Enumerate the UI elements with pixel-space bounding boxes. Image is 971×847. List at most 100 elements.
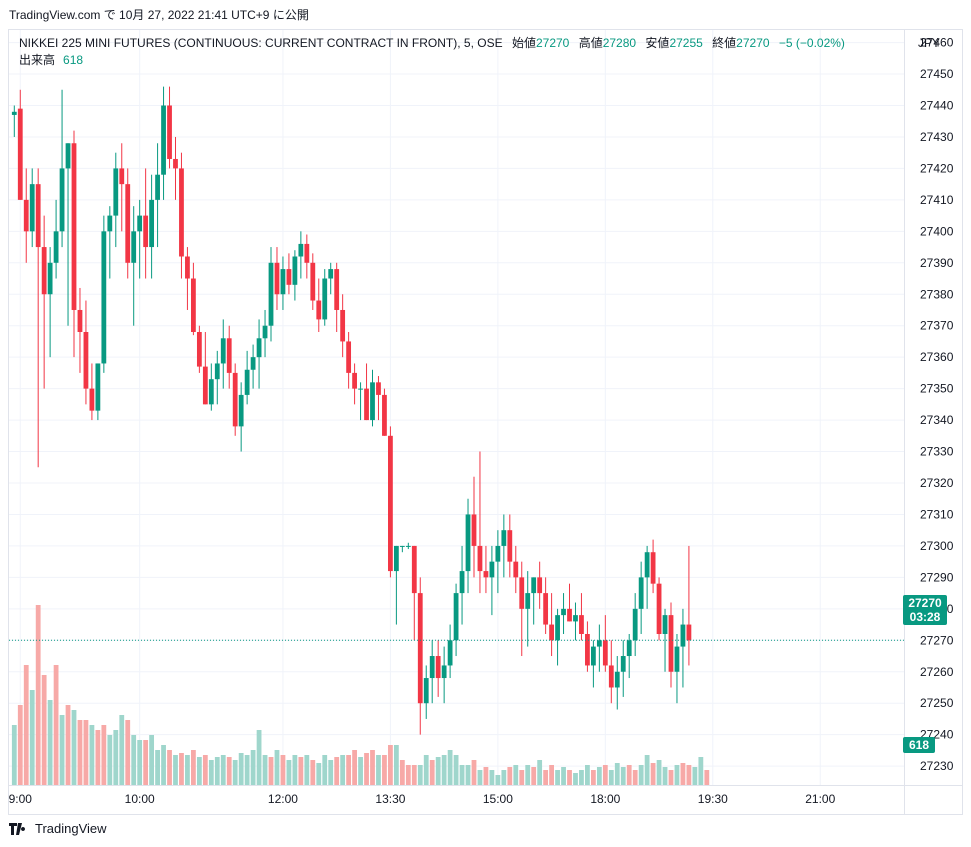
volume-bar bbox=[316, 763, 322, 785]
candle-body bbox=[417, 593, 423, 704]
candle-body bbox=[501, 530, 507, 546]
volume-bar bbox=[53, 665, 59, 785]
candle-body bbox=[620, 656, 626, 672]
candle-body bbox=[244, 369, 250, 395]
volume-bar bbox=[686, 765, 692, 785]
volume-bar bbox=[668, 770, 674, 785]
last-price-value: 27270 bbox=[908, 596, 942, 610]
volume-bar bbox=[59, 715, 65, 785]
volume-bar bbox=[29, 690, 35, 785]
volume-bar bbox=[632, 770, 638, 785]
volume-bar bbox=[388, 745, 393, 785]
volume-bar bbox=[495, 775, 501, 785]
candle-body bbox=[298, 243, 304, 257]
volume-bar bbox=[71, 710, 77, 785]
candle-body bbox=[441, 665, 447, 679]
volume-bar bbox=[704, 770, 710, 785]
candle-body bbox=[459, 571, 465, 594]
x-tick-label: 19:30 bbox=[698, 792, 728, 806]
volume-bar bbox=[585, 765, 590, 785]
chart-legend: NIKKEI 225 MINI FUTURES (CONTINUOUS: CUR… bbox=[19, 35, 845, 51]
candle-body bbox=[561, 608, 566, 616]
volume-bar bbox=[638, 765, 644, 785]
y-tick-label: 27340 bbox=[920, 413, 954, 427]
candle-body bbox=[364, 388, 369, 421]
volume-value: 618 bbox=[63, 53, 84, 67]
candle-body bbox=[208, 379, 214, 405]
candle-body bbox=[101, 231, 107, 364]
grid bbox=[9, 30, 962, 814]
volume-bar bbox=[405, 765, 411, 785]
y-tick-label: 27260 bbox=[920, 665, 954, 679]
volume-bar bbox=[447, 750, 453, 785]
candle-body bbox=[507, 530, 513, 562]
volume-bar bbox=[107, 735, 113, 785]
price-chart[interactable]: 27460 27450 27440 27430 27420 27410 27400 27390… bbox=[9, 30, 963, 815]
candle-body bbox=[274, 262, 280, 295]
candle-body bbox=[465, 514, 471, 572]
volume-bar bbox=[376, 755, 381, 785]
candle-body bbox=[268, 262, 274, 326]
volume-bar bbox=[358, 757, 363, 785]
currency-label: JPY bbox=[917, 36, 940, 50]
candle-body bbox=[662, 615, 668, 634]
volume-label: 出来高 bbox=[19, 53, 56, 67]
volume-bar bbox=[340, 755, 346, 785]
volume-bar bbox=[17, 705, 23, 785]
volume-bar bbox=[238, 753, 244, 785]
volume-bar bbox=[322, 755, 328, 785]
volume-bar bbox=[262, 755, 268, 785]
volume-badge: 618 bbox=[903, 737, 935, 753]
volume-bar bbox=[644, 755, 650, 785]
candle-body bbox=[477, 545, 483, 572]
last-price-badge: 27270 03:28 bbox=[903, 595, 947, 625]
volume-bar bbox=[346, 755, 352, 785]
symbol-title: NIKKEI 225 MINI FUTURES (CONTINUOUS: CUR… bbox=[19, 36, 503, 50]
candle-body bbox=[489, 561, 495, 578]
volume-bar bbox=[543, 770, 549, 785]
volume-bar bbox=[292, 755, 298, 785]
chart-frame[interactable]: 27460 27450 27440 27430 27420 27410 27400 27390… bbox=[8, 29, 963, 815]
candle-body bbox=[17, 108, 23, 200]
x-axis: 9:00 10:00 12:00 13:30 15:00 18:00 19:30 21:00 bbox=[9, 792, 836, 806]
candle-body bbox=[29, 184, 35, 232]
candle-body bbox=[358, 388, 363, 390]
candle-body bbox=[304, 243, 310, 263]
footer[interactable]: TradingView bbox=[9, 821, 107, 836]
volume-bar bbox=[328, 760, 334, 785]
volume-bar bbox=[256, 730, 262, 785]
volume-bar bbox=[477, 770, 483, 785]
volume-bar bbox=[220, 755, 226, 785]
volume-bar bbox=[364, 753, 369, 785]
volume-bar bbox=[143, 740, 149, 785]
volume-bar bbox=[125, 720, 131, 785]
candle-body bbox=[650, 552, 656, 584]
candle-body bbox=[513, 561, 519, 578]
candle-body bbox=[59, 168, 65, 232]
volume-bar bbox=[268, 757, 274, 785]
volume-bar bbox=[47, 700, 53, 785]
volume-bar bbox=[423, 755, 429, 785]
volume-bar bbox=[179, 753, 184, 785]
volume-bar bbox=[113, 730, 119, 785]
volume-bar bbox=[89, 725, 95, 785]
candles bbox=[11, 86, 692, 735]
candle-body bbox=[316, 300, 322, 320]
candle-body bbox=[405, 545, 411, 547]
volume-bar bbox=[411, 765, 417, 785]
volume-bar bbox=[656, 760, 662, 785]
candle-body bbox=[310, 262, 316, 301]
volume-bar bbox=[208, 760, 214, 785]
candle-body bbox=[656, 583, 662, 634]
volume-bar bbox=[155, 750, 160, 785]
candle-body bbox=[113, 168, 119, 216]
candle-body bbox=[161, 105, 166, 175]
candle-body bbox=[280, 269, 286, 295]
candle-body bbox=[608, 665, 614, 688]
volume-bar bbox=[202, 755, 208, 785]
candle-body bbox=[286, 269, 292, 285]
y-tick-label: 27380 bbox=[920, 287, 954, 301]
volume-bar bbox=[662, 767, 668, 785]
candle-body bbox=[131, 231, 137, 263]
footer-brand: TradingView bbox=[35, 821, 107, 836]
